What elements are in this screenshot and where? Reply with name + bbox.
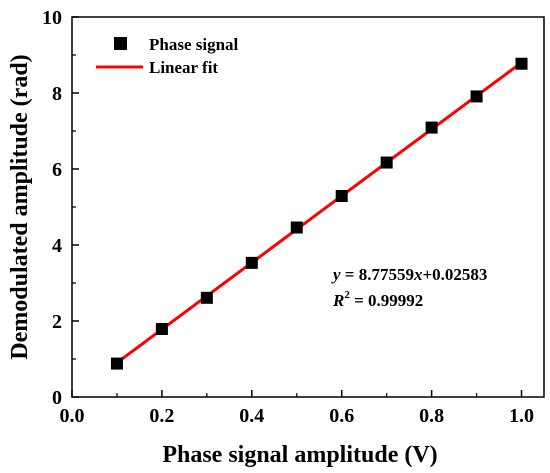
eq-y-symbol: y [331,265,341,284]
r-squared: R2 = 0.99992 [332,289,423,310]
fit-equation: y = 8.77559x+0.02583 [331,265,487,284]
eq-intercept-part: +0.02583 [422,265,487,284]
data-point [290,221,303,234]
y-axis-title: Demodulated amplitude (rad) [7,54,33,359]
y-tick-label: 6 [52,159,62,181]
x-tick-label: 0.6 [329,405,354,427]
eq-x-symbol: x [413,265,423,284]
x-tick-label: 0.8 [419,405,444,427]
x-tick-label: 0.4 [239,405,264,427]
r2-superscript: 2 [344,289,350,301]
legend-marker-phase-signal [114,37,127,50]
fit-annotation: y = 8.77559x+0.02583 R2 = 0.99992 [331,265,487,310]
y-tick-label: 0 [52,387,62,409]
eq-slope-part: = 8.77559 [341,265,414,284]
y-tick-label: 4 [52,235,62,257]
data-point [200,291,213,304]
data-point [515,57,528,70]
data-point [335,189,348,202]
y-tick-label: 8 [52,83,62,105]
r2-symbol: R [332,291,344,310]
legend-label-phase-signal: Phase signal [149,35,239,54]
data-point [245,256,258,269]
plot-frame [71,16,545,398]
y-tick-label: 10 [42,7,62,29]
data-point [470,90,483,103]
legend-label-linear-fit: Linear fit [149,58,218,77]
fit-line [116,61,523,364]
x-tick-label: 1.0 [509,405,534,427]
x-tick-label: 0.2 [149,405,174,427]
x-axis-title: Phase signal amplitude (V) [162,442,437,468]
data-point [380,156,393,169]
plot-layer: 0.0 0.2 0.4 0.6 0.8 1.0 0 2 4 6 8 10 [42,7,545,427]
legend: Phase signal Linear fit [96,35,239,77]
data-point [425,121,438,134]
data-point [110,357,123,370]
y-tick-label: 2 [52,311,62,333]
x-tick-label: 0.0 [60,405,85,427]
r2-value: = 0.99992 [350,291,423,310]
data-point [155,322,168,335]
